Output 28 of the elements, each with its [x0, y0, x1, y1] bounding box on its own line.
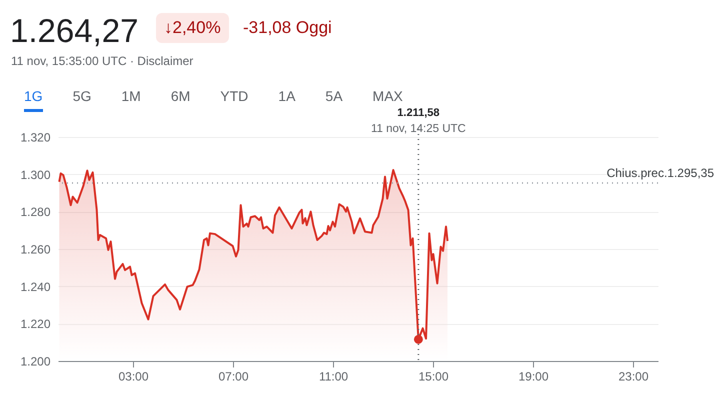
x-tick-label: 15:00 — [418, 370, 449, 384]
y-tick-label: 1.280 — [20, 205, 51, 220]
x-tick-label: 11:00 — [318, 370, 348, 384]
text: 5G — [72, 88, 92, 106]
chart-title: 1.264,27 — [10, 12, 138, 50]
text: YTD — [220, 88, 248, 106]
x-tick-label: 07:00 — [218, 370, 249, 384]
text: 1A — [278, 88, 296, 106]
chart-subtitle: 11 nov, 15:35:00 UTC · Disclaimer — [11, 54, 194, 68]
text: ↓2,40% — [156, 13, 229, 43]
y-tick-label: 1.320 — [20, 130, 51, 144]
x-tick-label: 19:00 — [518, 370, 549, 384]
text: 11 nov, 14:25 UTC — [371, 123, 466, 135]
y-tick-label: 1.260 — [20, 242, 51, 256]
ref-line-label: Chius.prec.1.295,35 — [606, 166, 714, 180]
text: MAX — [372, 88, 403, 104]
y-tick-label: 1.240 — [20, 280, 51, 294]
y-tick-label: 1.200 — [20, 354, 51, 368]
text: 1G — [24, 88, 43, 112]
y-tick-label: 1.300 — [20, 168, 51, 182]
x-tick-label: 23:00 — [618, 370, 649, 384]
text: 6M — [170, 88, 190, 106]
text: -31,08 Oggi — [243, 18, 332, 38]
text: 5A — [325, 88, 343, 106]
text: 1.211,58 — [397, 107, 440, 119]
text: 1M — [121, 88, 141, 106]
x-tick-label: 03:00 — [118, 370, 149, 384]
y-tick-label: 1.220 — [20, 317, 51, 332]
